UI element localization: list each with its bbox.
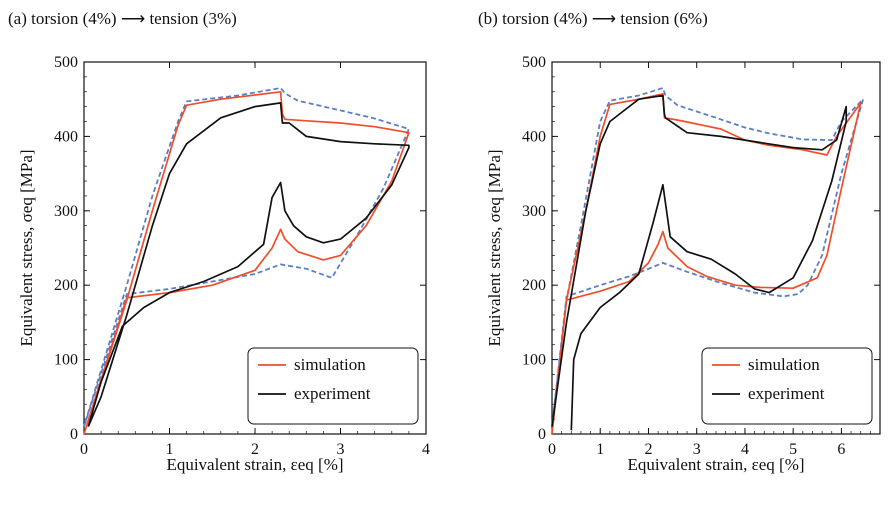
x-tick-label: 0 [548, 441, 556, 458]
x-tick-label: 1 [166, 441, 174, 458]
y-tick-label: 300 [54, 203, 78, 220]
panel-a: (a) torsion (4%) ⟶ tension (3%) 0 1 2 3 4 0 100… [8, 9, 430, 474]
y-tick-label: 500 [54, 54, 78, 71]
y-tick-label: 400 [54, 128, 78, 145]
x-tick-label: 6 [837, 441, 845, 458]
legend-label: experiment [294, 384, 371, 403]
y-axis-label: Equivalent stress, σeq [MPa] [485, 149, 504, 346]
series-line [551, 87, 864, 427]
legend-label: simulation [294, 355, 366, 374]
x-tick-label: 0 [80, 441, 88, 458]
y-tick-label: 200 [54, 277, 78, 294]
y-tick-label: 500 [522, 54, 546, 71]
y-tick-label: 300 [522, 203, 546, 220]
series-line [83, 90, 410, 435]
legend-box [247, 347, 419, 425]
y-tick-label: 0 [70, 426, 78, 443]
y-tick-label: 100 [522, 352, 546, 369]
x-axis-label: Equivalent strain, εeq [%] [166, 455, 343, 474]
series-line [87, 102, 410, 427]
series-line [551, 94, 848, 431]
panel-b: (b) torsion (4%) ⟶ tension (6%) 0 1 2 3 4 5 6 0 1… [478, 9, 881, 474]
x-tick-label: 4 [741, 441, 749, 458]
x-axis-label: Equivalent strain, εeq [%] [627, 455, 804, 474]
y-tick-label: 100 [54, 352, 78, 369]
legend-label: experiment [748, 384, 825, 403]
x-tick-label: 3 [693, 441, 701, 458]
x-tick-label: 2 [251, 441, 259, 458]
legend-box [701, 347, 873, 425]
x-tick-label: 2 [644, 441, 652, 458]
panel-title: (b) torsion (4%) ⟶ tension (6%) [478, 9, 708, 28]
y-tick-label: 200 [522, 277, 546, 294]
x-tick-label: 5 [789, 441, 797, 458]
y-axis-label: Equivalent stress, σeq [MPa] [17, 149, 36, 346]
legend-label: simulation [748, 355, 820, 374]
x-tick-label: 3 [337, 441, 345, 458]
y-tick-label: 0 [538, 426, 546, 443]
y-tick-label: 400 [522, 128, 546, 145]
panel-title: (a) torsion (4%) ⟶ tension (3%) [8, 9, 237, 28]
x-tick-label: 4 [422, 441, 430, 458]
x-tick-label: 1 [596, 441, 604, 458]
